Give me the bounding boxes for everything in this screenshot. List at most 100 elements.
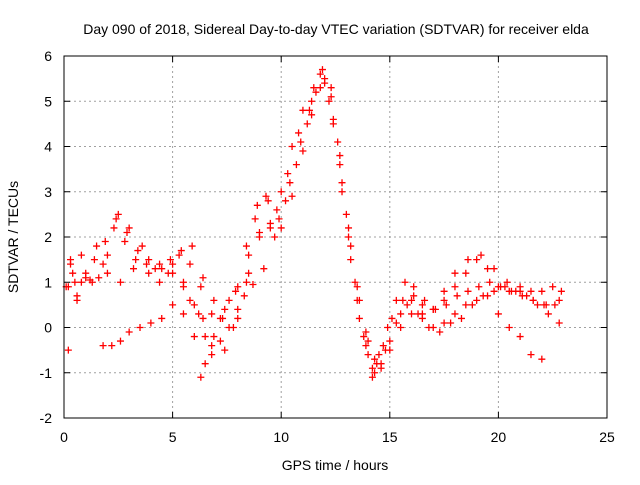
data-point: [540, 301, 548, 309]
data-point: [210, 333, 218, 341]
data-point: [503, 278, 511, 286]
x-tick-label: 20: [491, 429, 507, 445]
data-point: [555, 296, 563, 304]
data-point: [308, 111, 316, 119]
series-track-c: [64, 75, 563, 368]
data-point: [403, 301, 411, 309]
data-point: [368, 373, 376, 381]
data-point: [327, 93, 335, 101]
data-point: [208, 342, 216, 350]
data-point: [373, 360, 381, 368]
data-point: [179, 310, 187, 318]
data-point: [234, 283, 242, 291]
data-point: [451, 269, 459, 277]
data-point: [329, 115, 337, 123]
data-point: [410, 283, 418, 291]
data-point: [392, 319, 400, 327]
data-point: [342, 210, 350, 218]
series-track-b: [67, 70, 563, 372]
data-point: [112, 215, 120, 223]
data-point: [431, 305, 439, 313]
data-point: [64, 346, 72, 354]
data-point: [351, 278, 359, 286]
y-axis-label: SDTVAR / TECUs: [5, 181, 21, 293]
data-point: [418, 301, 426, 309]
data-point: [130, 265, 138, 273]
data-point: [266, 219, 274, 227]
data-point: [364, 351, 372, 359]
chart-title: Day 090 of 2018, Sidereal Day-to-day VTE…: [83, 21, 589, 37]
data-point: [451, 310, 459, 318]
data-point: [175, 251, 183, 259]
data-point: [318, 66, 326, 74]
data-point: [67, 256, 75, 264]
data-point: [116, 278, 124, 286]
data-point: [101, 238, 109, 246]
data-point: [497, 283, 505, 291]
data-point: [123, 228, 131, 236]
data-point: [538, 355, 546, 363]
data-point: [143, 260, 151, 268]
y-tick-label: 4: [44, 139, 52, 155]
data-point: [292, 161, 300, 169]
data-point: [219, 314, 227, 322]
axis-ticks: 0 5 10 15 20 25 -2 -1 0 1 2 3 4 5 6: [40, 48, 615, 445]
data-point: [77, 251, 85, 259]
y-tick-label: 6: [44, 48, 52, 64]
data-point: [440, 319, 448, 327]
data-point: [232, 287, 240, 295]
data-point: [158, 314, 166, 322]
data-point: [557, 287, 565, 295]
data-point: [71, 278, 79, 286]
data-point: [134, 247, 142, 255]
data-point: [429, 324, 437, 331]
data-point: [299, 106, 307, 114]
series-track-e: [62, 66, 559, 363]
data-point: [234, 305, 242, 313]
data-point: [179, 283, 187, 291]
data-point: [468, 301, 476, 309]
data-point: [377, 364, 385, 372]
data-point: [316, 84, 324, 92]
data-point: [538, 287, 546, 295]
data-point: [362, 342, 370, 350]
data-point: [110, 224, 118, 232]
data-point: [195, 310, 203, 318]
data-point: [284, 170, 292, 178]
data-point: [147, 319, 155, 327]
data-point: [225, 324, 233, 331]
data-point: [516, 333, 524, 341]
data-point: [533, 301, 541, 309]
data-point: [208, 351, 216, 359]
data-point: [303, 120, 311, 128]
data-point: [401, 278, 409, 286]
data-point: [199, 314, 207, 322]
data-point: [312, 88, 320, 96]
data-point: [473, 296, 481, 304]
data-point: [338, 179, 346, 187]
data-point: [410, 292, 418, 300]
data-point: [484, 292, 492, 300]
data-point: [186, 260, 194, 268]
data-point: [397, 324, 405, 331]
data-point: [264, 197, 272, 205]
data-point: [347, 256, 355, 264]
data-point: [421, 296, 429, 304]
data-point: [555, 319, 563, 327]
data-point: [457, 314, 465, 322]
data-point: [145, 269, 153, 277]
data-point: [462, 301, 470, 309]
data-point: [392, 296, 400, 304]
data-point: [260, 265, 268, 273]
data-point: [125, 328, 133, 336]
series-track-d: [99, 84, 546, 381]
data-point: [169, 301, 177, 309]
data-points: [62, 66, 565, 381]
data-point: [299, 147, 307, 155]
data-point: [225, 296, 233, 304]
data-point: [473, 256, 481, 264]
data-point: [355, 314, 363, 322]
data-point: [77, 278, 85, 286]
data-point: [464, 256, 472, 264]
data-point: [347, 242, 355, 250]
